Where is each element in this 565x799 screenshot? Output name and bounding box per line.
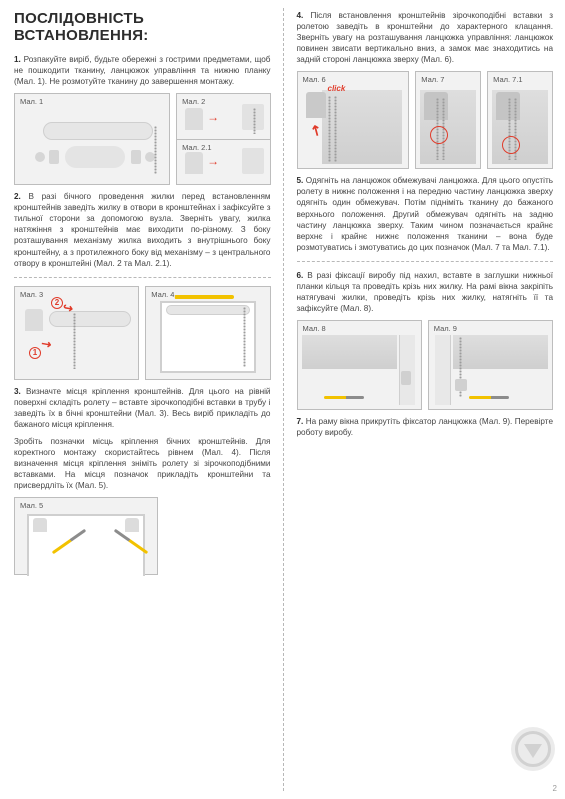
- figure-3: Мал. 3 1 2 ↘ ↪: [14, 286, 139, 380]
- figure-row-3-4: Мал. 3 1 2 ↘ ↪ Мал. 4: [14, 286, 271, 380]
- figure-row-1-2: Мал. 1 Мал. 2 →: [14, 93, 271, 185]
- chain-fixator: [455, 379, 467, 391]
- figure-7: Мал. 7: [415, 71, 481, 169]
- figure-row-8-9: Мал. 8 Мал. 9: [297, 320, 554, 410]
- fig-label: Мал. 6: [302, 75, 327, 84]
- figure-2-stack: Мал. 2 → Мал. 2.1 →: [176, 93, 270, 185]
- step-2-text: 2. В разі бічного проведення жилки перед…: [14, 191, 271, 268]
- figure-row-5: Мал. 5: [14, 497, 271, 575]
- callout-number: 2: [51, 297, 63, 309]
- fig-label: Мал. 7: [420, 75, 445, 84]
- click-label: click: [328, 84, 346, 93]
- figure-1: Мал. 1: [14, 93, 170, 185]
- step-3a-text: 3. Визначте місця кріплення кронштейнів.…: [14, 386, 271, 430]
- fig-label: Мал. 4: [150, 290, 175, 299]
- figure-row-6-7: Мал. 6 click ↗ Мал. 7 Мал. 7.1: [297, 71, 554, 169]
- page-title: ПОСЛІДОВНІСТЬ ВСТАНОВЛЕННЯ:: [14, 10, 271, 44]
- screwdriver-icon: [469, 396, 509, 399]
- figure-6: Мал. 6 click ↗: [297, 71, 410, 169]
- figure-9: Мал. 9: [428, 320, 553, 410]
- instruction-page: ПОСЛІДОВНІСТЬ ВСТАНОВЛЕННЯ: 1. Розпакуйт…: [0, 0, 565, 799]
- horizontal-divider: [297, 261, 554, 262]
- left-column: ПОСЛІДОВНІСТЬ ВСТАНОВЛЕННЯ: 1. Розпакуйт…: [0, 0, 283, 799]
- step-5-text: 5. Одягніть на ланцюжок обмежувачі ланцю…: [297, 175, 554, 252]
- figure-5: Мал. 5: [14, 497, 158, 575]
- arrow-icon: →: [207, 110, 219, 124]
- fig-label: Мал. 3: [19, 290, 44, 299]
- fig-label: Мал. 5: [19, 501, 44, 510]
- fig-label: Мал. 9: [433, 324, 458, 333]
- figure-8: Мал. 8: [297, 320, 422, 410]
- fig-label: Мал. 2: [181, 97, 206, 106]
- fig-label: Мал. 1: [19, 97, 44, 106]
- callout-number: 1: [29, 347, 41, 359]
- fig-label: Мал. 2.1: [181, 143, 212, 152]
- right-column: 4. Після встановлення кронштейнів зірочк…: [283, 0, 565, 799]
- horizontal-divider: [14, 277, 271, 278]
- figure-4: Мал. 4: [145, 286, 270, 380]
- step-1-text: 1. Розпакуйте виріб, будьте обережні з г…: [14, 54, 271, 87]
- step-7-text: 7. На раму вікна прикрутіть фіксатор лан…: [297, 416, 554, 438]
- watermark-icon: [511, 727, 555, 771]
- level-tool: [174, 295, 234, 299]
- fig-label: Мал. 8: [302, 324, 327, 333]
- step-4-text: 4. Після встановлення кронштейнів зірочк…: [297, 10, 554, 65]
- tensioner: [401, 371, 411, 385]
- fig-label: Мал. 7.1: [492, 75, 523, 84]
- step-3b-text: Зробіть позначки місць кріплення бічних …: [14, 436, 271, 491]
- figure-7-1: Мал. 7.1: [487, 71, 553, 169]
- arrow-icon: →: [207, 154, 219, 168]
- screwdriver-icon: [324, 396, 364, 399]
- page-number: 2: [553, 784, 557, 793]
- step-6-text: 6. В разі фіксації виробу під нахил, вст…: [297, 270, 554, 314]
